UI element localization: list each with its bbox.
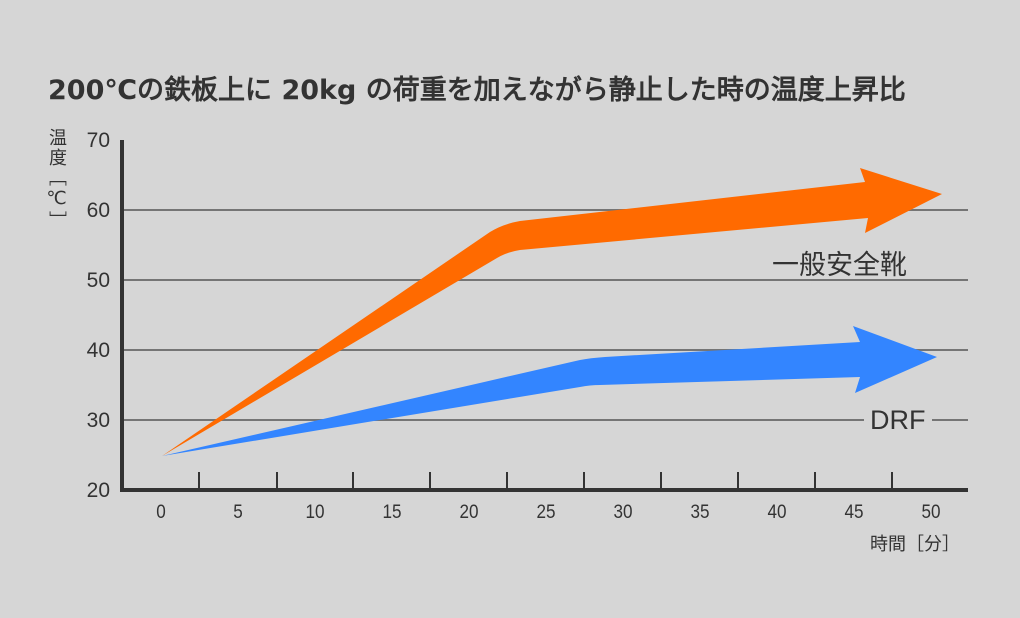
chart-title: 200℃の鉄板上に 20kg の荷重を加えながら静止した時の温度上昇比 xyxy=(48,75,906,106)
x-tick-10: 10 xyxy=(305,502,325,523)
axes xyxy=(120,140,968,492)
y-tick-60: 60 xyxy=(86,199,110,222)
y-tick-20: 20 xyxy=(86,479,110,502)
y-tick-70: 70 xyxy=(86,129,110,152)
x-axis-label: 時間［分］ xyxy=(870,534,960,555)
x-tick-15: 15 xyxy=(382,502,402,523)
x-tick-5: 5 xyxy=(233,502,243,523)
general-shoe-label: 一般安全靴 xyxy=(772,250,907,281)
y-tick-30: 30 xyxy=(86,409,110,432)
y-axis-label: 温度［℃］ xyxy=(46,128,67,231)
x-tick-20: 20 xyxy=(459,502,479,523)
x-tick-40: 40 xyxy=(767,502,787,523)
x-tick-25: 25 xyxy=(536,502,556,523)
x-tick-50: 50 xyxy=(921,502,941,523)
x-tick-35: 35 xyxy=(690,502,710,523)
x-tick-0: 0 xyxy=(156,502,166,523)
x-ticks xyxy=(198,472,893,490)
general-shoe-arrow xyxy=(162,168,942,456)
drf-arrow xyxy=(162,326,937,456)
y-tick-40: 40 xyxy=(86,339,110,362)
x-tick-30: 30 xyxy=(613,502,633,523)
y-tick-50: 50 xyxy=(86,269,110,292)
x-tick-45: 45 xyxy=(844,502,864,523)
drf-label: DRF xyxy=(864,405,932,436)
